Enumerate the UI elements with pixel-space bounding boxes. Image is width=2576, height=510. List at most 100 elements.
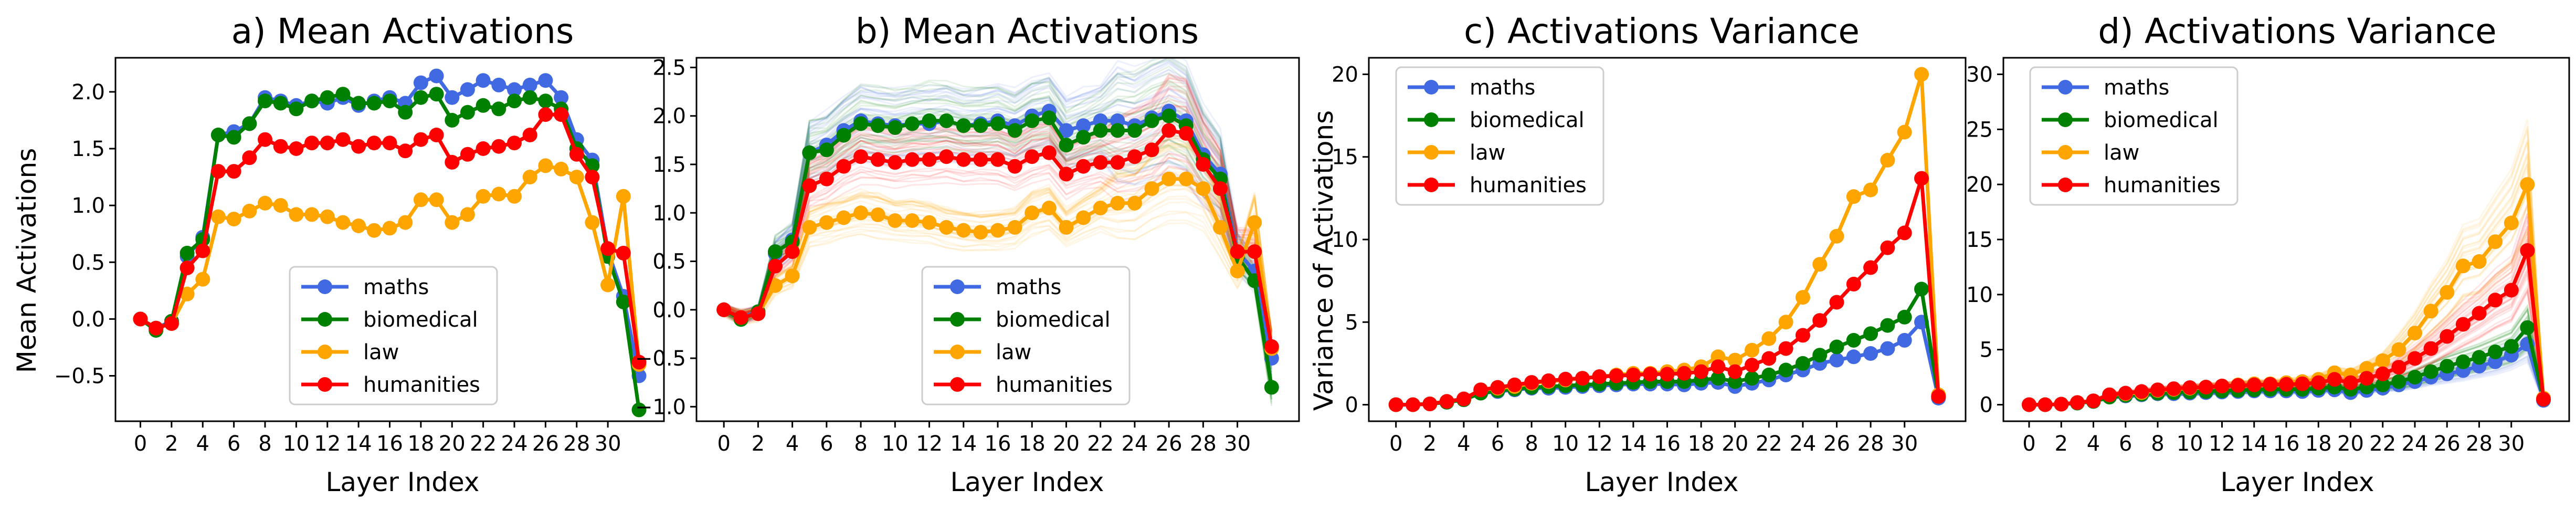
y-tick-label: 2.0 bbox=[71, 80, 105, 105]
data-point-law bbox=[335, 215, 351, 230]
data-point-biomedical bbox=[304, 93, 320, 109]
panel-c-xlabel: Layer Index bbox=[1585, 467, 1739, 497]
data-point-law bbox=[1076, 210, 1091, 225]
data-point-law bbox=[522, 170, 537, 185]
data-point-humanities bbox=[1127, 149, 1142, 164]
data-point-law bbox=[1880, 153, 1895, 168]
x-tick-label: 26 bbox=[532, 432, 559, 456]
x-tick-label: 30 bbox=[595, 432, 621, 456]
sample-line-biomedical bbox=[723, 72, 1273, 369]
data-point-law bbox=[195, 272, 210, 287]
data-point-humanities bbox=[1524, 375, 1539, 390]
data-point-law bbox=[258, 195, 272, 211]
data-point-biomedical bbox=[2520, 320, 2535, 335]
data-point-biomedical bbox=[429, 87, 444, 102]
x-tick-label: 20 bbox=[1722, 432, 1748, 456]
x-tick-label: 14 bbox=[2241, 432, 2267, 456]
sample-line-maths bbox=[723, 139, 1273, 370]
data-point-law bbox=[351, 218, 366, 233]
sample-line-humanities bbox=[723, 157, 1273, 356]
data-point-humanities bbox=[1745, 358, 1759, 373]
data-point-law bbox=[819, 215, 834, 230]
sample-line-biomedical bbox=[723, 134, 1273, 399]
data-point-law bbox=[491, 186, 506, 202]
data-point-law bbox=[304, 207, 320, 222]
sample-line-humanities bbox=[723, 152, 1273, 352]
legend-marker-law bbox=[318, 345, 332, 359]
sample-line-maths bbox=[723, 86, 1273, 353]
data-point-humanities bbox=[1230, 244, 1245, 259]
x-tick-label: 22 bbox=[1087, 432, 1114, 456]
data-point-humanities bbox=[1110, 155, 1125, 170]
data-point-maths bbox=[1897, 332, 1912, 348]
data-point-humanities bbox=[2246, 377, 2262, 392]
data-point-law bbox=[836, 210, 851, 225]
data-point-humanities bbox=[802, 178, 817, 193]
data-point-humanities bbox=[2054, 397, 2069, 412]
sample-line-law bbox=[723, 210, 1273, 361]
sample-line-law bbox=[723, 145, 1273, 336]
legend-marker-law bbox=[2058, 145, 2073, 160]
legend-label-humanities: humanities bbox=[363, 373, 480, 397]
x-tick-label: 20 bbox=[1053, 432, 1080, 456]
panel-a-xlabel: Layer Index bbox=[326, 467, 480, 497]
legend-label-law: law bbox=[996, 340, 1031, 365]
data-point-law bbox=[1093, 201, 1108, 215]
y-tick-label: −0.5 bbox=[54, 365, 105, 389]
sample-line-law bbox=[723, 211, 1273, 363]
data-point-humanities bbox=[585, 170, 600, 185]
y-tick-label: 30 bbox=[1966, 63, 1993, 87]
x-tick-label: 6 bbox=[227, 432, 240, 456]
data-point-humanities bbox=[366, 136, 382, 151]
data-point-humanities bbox=[1406, 397, 1420, 412]
data-point-humanities bbox=[2070, 395, 2085, 410]
x-tick-label: 16 bbox=[376, 432, 403, 456]
data-point-humanities bbox=[226, 164, 241, 179]
data-point-maths bbox=[1863, 346, 1878, 361]
x-tick-label: 24 bbox=[1789, 432, 1816, 456]
data-point-humanities bbox=[2440, 329, 2455, 344]
sample-line-law bbox=[723, 145, 1273, 334]
x-tick-label: 6 bbox=[2119, 432, 2132, 456]
sample-line-biomedical bbox=[723, 137, 1273, 403]
data-point-biomedical bbox=[2423, 364, 2438, 379]
data-point-humanities bbox=[2520, 243, 2535, 258]
legend-marker-maths bbox=[950, 279, 965, 294]
sample-line-maths bbox=[723, 89, 1273, 353]
data-point-biomedical bbox=[2504, 339, 2519, 354]
data-point-humanities bbox=[507, 136, 522, 151]
legend-label-humanities: humanities bbox=[1470, 173, 1587, 197]
data-point-law bbox=[273, 198, 288, 213]
data-point-humanities bbox=[335, 132, 351, 147]
legend: maths biomedical law humanities bbox=[289, 266, 498, 405]
data-point-biomedical bbox=[445, 112, 460, 128]
data-point-humanities bbox=[1897, 225, 1912, 241]
y-tick-label: 25 bbox=[1966, 118, 1993, 142]
data-point-humanities bbox=[1059, 166, 1074, 182]
x-tick-label: 16 bbox=[2273, 432, 2300, 456]
data-point-biomedical bbox=[1264, 380, 1279, 395]
data-point-maths bbox=[538, 73, 553, 88]
legend-marker-maths bbox=[318, 279, 332, 294]
data-point-humanities bbox=[870, 152, 885, 167]
data-point-humanities bbox=[273, 139, 288, 154]
data-point-law bbox=[1230, 264, 1245, 278]
series-law bbox=[716, 171, 1279, 356]
sample-line-biomedical bbox=[723, 145, 1273, 407]
x-tick-label: 10 bbox=[2177, 432, 2203, 456]
data-point-humanities bbox=[2102, 387, 2117, 402]
x-tick-label: 8 bbox=[258, 432, 271, 456]
x-tick-label: 30 bbox=[1224, 432, 1251, 456]
x-tick-label: 30 bbox=[1891, 432, 1918, 456]
data-point-law bbox=[1041, 201, 1057, 215]
sample-line-maths bbox=[723, 60, 1273, 344]
data-point-biomedical bbox=[1162, 108, 1177, 123]
data-point-biomedical bbox=[819, 142, 834, 158]
data-point-humanities bbox=[2327, 372, 2342, 387]
data-point-humanities bbox=[751, 306, 766, 321]
data-point-maths bbox=[1829, 352, 1844, 368]
data-point-humanities bbox=[1007, 159, 1022, 174]
y-tick-label: 20 bbox=[1966, 173, 1993, 197]
data-point-humanities bbox=[2134, 384, 2149, 399]
